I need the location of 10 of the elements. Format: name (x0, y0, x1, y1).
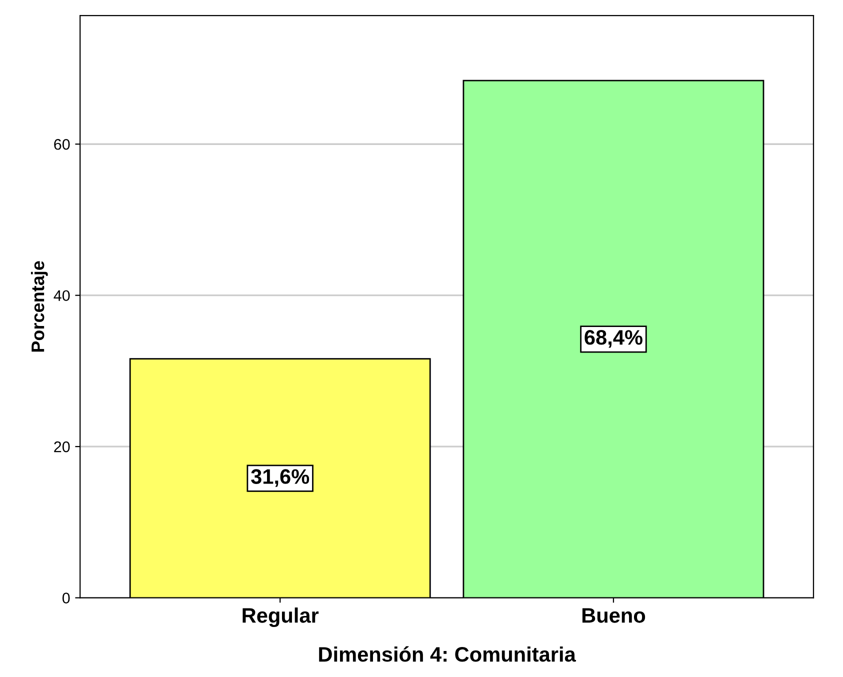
x-axis-title: Dimensión 4: Comunitaria (319, 646, 576, 662)
data-label: 31,6% (251, 469, 310, 487)
data-label: 68,4% (584, 330, 642, 348)
y-tick-label: 20 (54, 441, 70, 452)
y-tick-label: 60 (54, 138, 70, 150)
y-tick-label: 0 (62, 592, 70, 604)
x-tick-label: Bueno (582, 608, 646, 623)
y-tick-label: 40 (54, 290, 70, 302)
x-tick-label: Regular (242, 608, 319, 628)
y-axis-title: Porcentaje (30, 261, 48, 352)
